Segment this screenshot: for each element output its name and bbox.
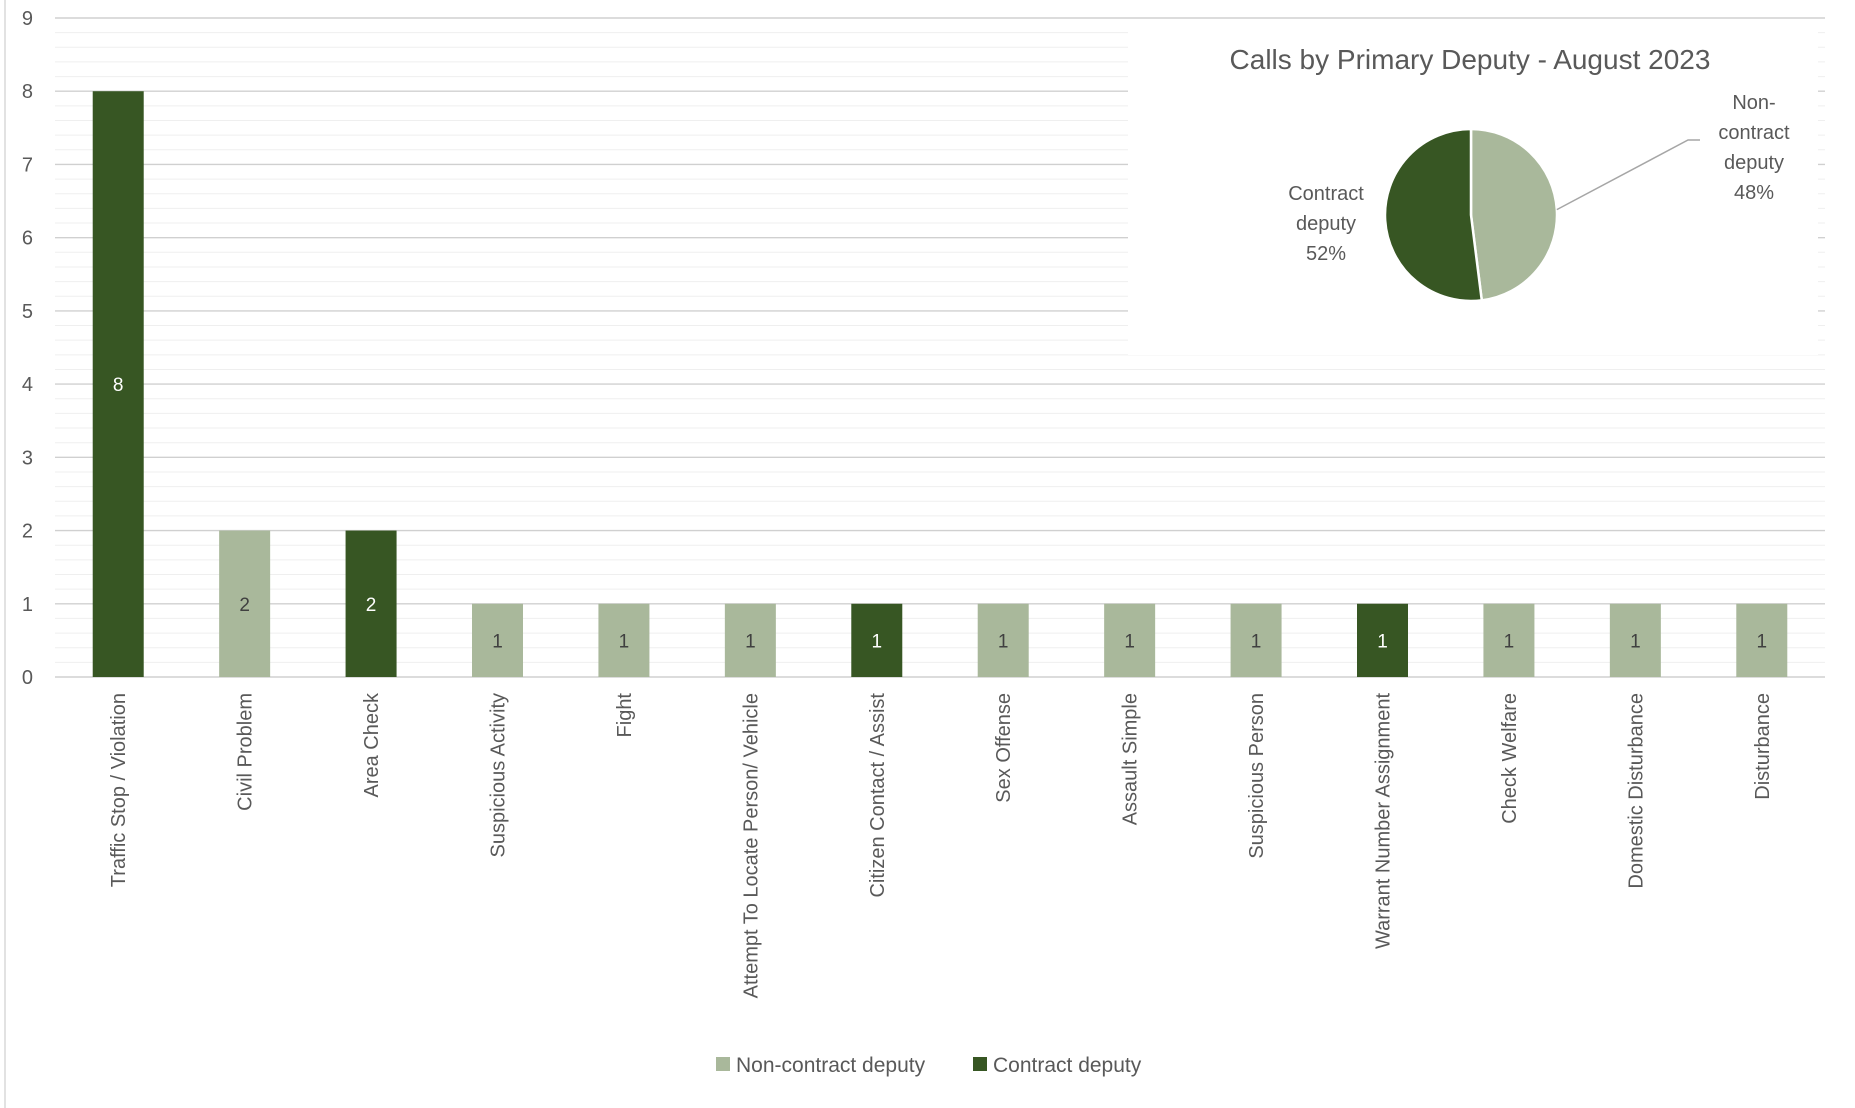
pie-slice-label: Non- xyxy=(1732,92,1775,114)
bar-value-label: 1 xyxy=(1124,631,1135,652)
category-label: Attempt To Locate Person/ Vehicle xyxy=(740,693,762,998)
y-tick-label: 1 xyxy=(22,594,33,616)
legend-swatch xyxy=(716,1057,730,1071)
y-tick-label: 3 xyxy=(22,447,33,469)
bar xyxy=(598,603,650,677)
category-label: Area Check xyxy=(361,692,383,797)
bar xyxy=(851,603,903,677)
category-label: Warrant Number Assignment xyxy=(1373,693,1395,949)
bar xyxy=(345,530,397,677)
bar-value-label: 2 xyxy=(239,595,250,616)
y-tick-label: 7 xyxy=(22,154,33,176)
y-tick-label: 8 xyxy=(22,81,33,103)
category-label: Domestic Disturbance xyxy=(1625,693,1647,889)
pie-slice-label: Contract xyxy=(1288,183,1364,205)
category-label: Check Welfare xyxy=(1499,693,1521,824)
legend-label: Non-contract deputy xyxy=(736,1054,926,1077)
category-label: Suspicious Activity xyxy=(488,693,510,858)
bar xyxy=(724,603,776,677)
legend-swatch xyxy=(973,1057,987,1071)
pie-chart: Non-contract deputy 48% Contract deputy 52% xyxy=(1288,92,1790,303)
category-label: Traffic Stop / Violation xyxy=(108,693,130,887)
bar-value-label: 1 xyxy=(619,631,630,652)
y-axis: 0 1 2 3 4 5 6 7 8 9 xyxy=(22,8,33,689)
y-tick-label: 4 xyxy=(22,374,33,396)
bar xyxy=(1483,603,1535,677)
bar-value-label: 8 xyxy=(113,375,124,396)
pie-slice-label: 52% xyxy=(1306,243,1346,265)
y-tick-label: 0 xyxy=(22,667,33,689)
bar xyxy=(92,91,144,677)
legend-label: Contract deputy xyxy=(993,1054,1142,1077)
bar-value-label: 1 xyxy=(1377,631,1388,652)
bars: 8 2 2 1 1 1 1 1 1 1 1 1 1 1 xyxy=(92,91,1788,677)
bar-value-label: 1 xyxy=(1756,631,1767,652)
bar xyxy=(977,603,1029,677)
bar-value-label: 2 xyxy=(366,595,377,616)
bar-value-label: 1 xyxy=(745,631,756,652)
y-tick-label: 9 xyxy=(22,8,33,30)
bar xyxy=(1609,603,1661,677)
bar-value-label: 1 xyxy=(1251,631,1262,652)
pie-slice-label: deputy xyxy=(1724,152,1784,174)
bar-value-label: 1 xyxy=(1630,631,1641,652)
bar xyxy=(1230,603,1282,677)
category-label: Citizen Contact / Assist xyxy=(867,693,889,898)
category-label: Disturbance xyxy=(1752,693,1774,800)
y-tick-label: 5 xyxy=(22,301,33,323)
pie-chart-title: Calls by Primary Deputy - August 2023 xyxy=(1230,44,1711,75)
category-label: Civil Problem xyxy=(235,693,257,811)
pie-slice-label: contract xyxy=(1718,122,1790,144)
pie-slice-label: deputy xyxy=(1296,213,1356,235)
bar xyxy=(1736,603,1788,677)
category-label: Sex Offense xyxy=(993,693,1015,803)
pie-slice-label: 48% xyxy=(1734,182,1774,204)
bar xyxy=(1357,603,1408,677)
x-axis: Traffic Stop / Violation Civil Problem Are… xyxy=(108,692,1774,998)
y-tick-label: 2 xyxy=(22,521,33,543)
bar-value-label: 1 xyxy=(871,631,882,652)
y-tick-label: 6 xyxy=(22,228,33,250)
pie-leader-line xyxy=(1556,139,1700,211)
category-label: Assault Simple xyxy=(1120,693,1142,825)
bar-value-label: 1 xyxy=(492,631,503,652)
bar xyxy=(1104,603,1156,677)
category-label: Fight xyxy=(614,693,636,738)
bar xyxy=(472,603,523,677)
category-label: Suspicious Person xyxy=(1246,693,1268,859)
bar-value-label: 1 xyxy=(1504,631,1515,652)
bar-value-label: 1 xyxy=(998,631,1009,652)
bar xyxy=(219,530,271,677)
pie-slice xyxy=(1383,127,1484,303)
legend: Non-contract deputy Contract deputy xyxy=(716,1054,1142,1077)
